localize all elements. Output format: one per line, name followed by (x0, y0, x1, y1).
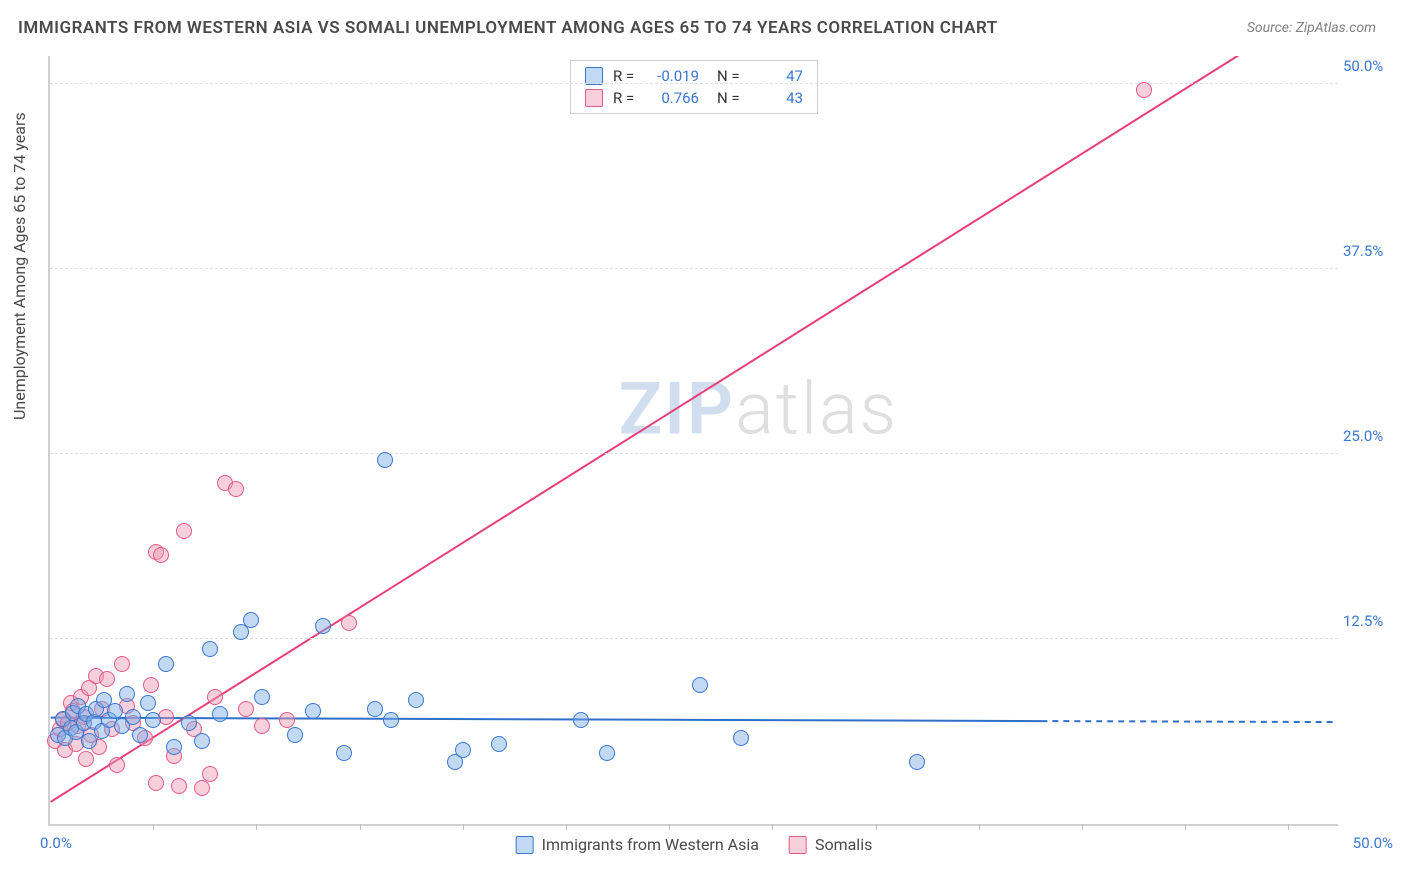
blue-point (408, 692, 424, 708)
blue-point (107, 703, 123, 719)
source-credit: Source: ZipAtlas.com (1247, 20, 1376, 36)
correlation-legend: R =-0.019N =47 R = 0.766 N = 43 (570, 60, 818, 114)
x-tick-mark (1082, 824, 1083, 830)
chart-title: IMMIGRANTS FROM WESTERN ASIA VS SOMALI U… (18, 18, 998, 38)
x-tick-mark (979, 824, 980, 830)
blue-point (909, 754, 925, 770)
legend-row-blue: R =-0.019N =47 (581, 65, 807, 87)
legend-row-pink: R = 0.766 N = 43 (581, 87, 807, 109)
gridline-h (50, 453, 1338, 454)
pink-point (238, 701, 254, 717)
blue-point (573, 712, 589, 728)
blue-point (692, 677, 708, 693)
blue-point (158, 656, 174, 672)
blue-trendline-extrapolated (1041, 721, 1337, 722)
blue-trendline (51, 718, 1042, 721)
pink-point (207, 689, 223, 705)
r-value: 0.766 (651, 89, 699, 107)
x-tick-mark (1288, 824, 1289, 830)
blue-point (166, 739, 182, 755)
blue-point (599, 745, 615, 761)
y-tick-label: 25.0% (1343, 427, 1398, 445)
x-tick-mark (153, 824, 154, 830)
gridline-h (50, 268, 1338, 269)
blue-point (254, 689, 270, 705)
pink-point (99, 671, 115, 687)
pink-point (171, 778, 187, 794)
blue-point (733, 730, 749, 746)
blue-point (383, 712, 399, 728)
pink-point (202, 766, 218, 782)
pink-point (143, 677, 159, 693)
pink-swatch-icon (789, 836, 807, 854)
x-tick-mark (360, 824, 361, 830)
plot-area: ZIPatlas R =-0.019N =47R =0.766N =43 0.0… (48, 56, 1338, 826)
x-tick-max: 50.0% (1353, 834, 1393, 852)
blue-point (140, 695, 156, 711)
pink-point (148, 775, 164, 791)
pink-point (341, 615, 357, 631)
pink-point (176, 523, 192, 539)
blue-point (315, 618, 331, 634)
x-tick-mark (566, 824, 567, 830)
x-tick-mark (256, 824, 257, 830)
y-tick-label: 12.5% (1343, 612, 1398, 630)
blue-point (132, 727, 148, 743)
blue-point (212, 706, 228, 722)
pink-point (228, 481, 244, 497)
blue-point (455, 742, 471, 758)
pink-point (254, 718, 270, 734)
blue-swatch-icon (516, 836, 534, 854)
blue-point (377, 452, 393, 468)
n-value: 43 (755, 89, 803, 107)
blue-point (491, 736, 507, 752)
legend-label: Somalis (815, 835, 872, 854)
pink-point (78, 751, 94, 767)
blue-point (243, 612, 259, 628)
blue-point (367, 701, 383, 717)
legend-label: Immigrants from Western Asia (542, 835, 759, 854)
x-tick-mark (669, 824, 670, 830)
pink-point (1136, 82, 1152, 98)
blue-point (287, 727, 303, 743)
pink-point (279, 712, 295, 728)
pink-point (153, 547, 169, 563)
watermark: ZIPatlas (619, 367, 899, 452)
pink-swatch-icon (585, 89, 603, 107)
blue-point (305, 703, 321, 719)
r-label: R = (613, 89, 641, 107)
legend-item-pink: Somalis (789, 835, 872, 854)
pink-point (109, 757, 125, 773)
n-label: N = (717, 89, 745, 107)
blue-point (145, 712, 161, 728)
y-tick-label: 37.5% (1343, 242, 1398, 260)
x-tick-mark (463, 824, 464, 830)
x-tick-mark (772, 824, 773, 830)
x-tick-mark (1185, 824, 1186, 830)
series-legend: Immigrants from Western Asia Somalis (516, 835, 873, 854)
blue-point (336, 745, 352, 761)
pink-point (114, 656, 130, 672)
pink-point (194, 780, 210, 796)
y-tick-label: 50.0% (1343, 57, 1398, 75)
legend-item-blue: Immigrants from Western Asia (516, 835, 759, 854)
y-axis-label: Unemployment Among Ages 65 to 74 years (10, 112, 29, 420)
blue-point (125, 709, 141, 725)
blue-point (194, 733, 210, 749)
blue-point (181, 715, 197, 731)
blue-point (119, 686, 135, 702)
x-tick-mark (876, 824, 877, 830)
x-tick-min: 0.0% (40, 834, 72, 852)
blue-point (202, 641, 218, 657)
